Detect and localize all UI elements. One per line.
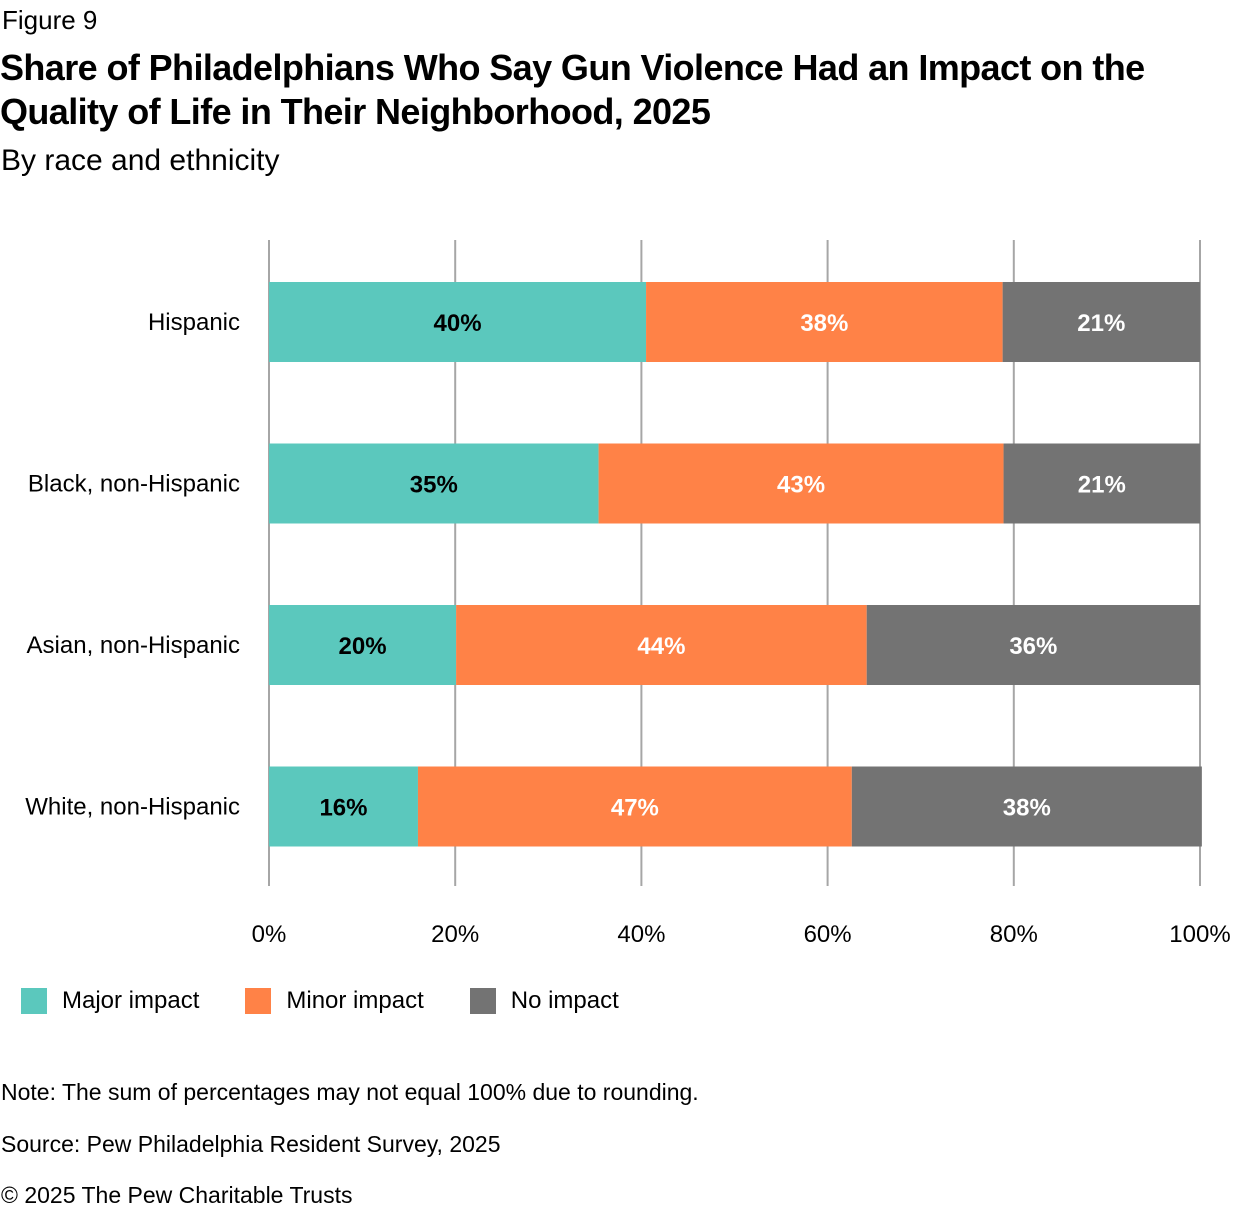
data-label-no-impact-asian-non-hispanic: 36% (1009, 633, 1057, 660)
bar-minor-impact-black-non-hispanic (598, 443, 1004, 524)
legend-swatch-no-impact (469, 988, 496, 1014)
data-label-minor-impact-hispanic: 38% (800, 310, 848, 337)
bar-no-impact-white-non-hispanic (851, 766, 1202, 847)
category-label-black-non-hispanic: Black, non-Hispanic (28, 471, 240, 498)
data-label-major-impact-asian-non-hispanic: 20% (339, 633, 387, 660)
bar-minor-impact-white-non-hispanic (417, 766, 852, 847)
footer-note: Note: The sum of percentages may not equ… (1, 1079, 699, 1105)
x-tick-label: 0% (252, 921, 287, 948)
chart-subtitle: By race and ethnicity (1, 144, 280, 177)
legend-swatch-minor-impact (245, 988, 272, 1014)
footer-copyright: © 2025 The Pew Charitable Trusts (1, 1182, 353, 1208)
category-label-asian-non-hispanic: Asian, non-Hispanic (27, 632, 240, 659)
bar-major-impact-hispanic (269, 282, 647, 362)
legend-label-major-impact: Major impact (62, 987, 200, 1014)
x-tick-label: 60% (804, 921, 852, 948)
bar-major-impact-asian-non-hispanic (269, 605, 457, 685)
category-label-white-non-hispanic: White, non-Hispanic (25, 794, 240, 821)
category-labels: Hispanic Black, non-Hispanic Asian, non-Hi… (25, 309, 240, 821)
x-axis-tick-labels: 0% 20% 40% 60% 80% 100% (252, 921, 1231, 948)
bar-no-impact-black-non-hispanic (1003, 443, 1200, 524)
category-label-hispanic: Hispanic (148, 309, 240, 336)
legend-label-no-impact: No impact (510, 987, 619, 1014)
footer-source: Source: Pew Philadelphia Resident Survey… (1, 1131, 501, 1157)
legend-item-major-impact: Major impact (21, 986, 199, 1016)
data-label-no-impact-white-non-hispanic: 38% (1003, 795, 1051, 822)
x-tick-label: 20% (431, 921, 479, 948)
legend: Major impact Minor impact No impact (21, 985, 619, 1017)
x-tick-label: 100% (1169, 921, 1230, 948)
data-label-minor-impact-black-non-hispanic: 43% (777, 472, 825, 499)
data-label-no-impact-black-non-hispanic: 21% (1078, 472, 1126, 499)
bar-major-impact-black-non-hispanic (269, 443, 599, 524)
data-label-no-impact-hispanic: 21% (1077, 310, 1125, 337)
chart-title: Share of Philadelphians Who Say Gun Viol… (0, 47, 1145, 132)
figure-label: Figure 9 (2, 5, 98, 35)
bar-no-impact-hispanic (1002, 282, 1200, 362)
data-label-major-impact-black-non-hispanic: 35% (410, 472, 458, 499)
data-label-minor-impact-asian-non-hispanic: 44% (637, 633, 685, 660)
legend-item-minor-impact: Minor impact (245, 986, 424, 1016)
data-label-minor-impact-white-non-hispanic: 47% (611, 795, 659, 822)
bar-value-labels: 40% 38% 21% 35% 43% 21% 20% 44% 36% 16% 47% 38% (319, 310, 1125, 822)
x-tick-label: 40% (617, 921, 665, 948)
bars (269, 282, 1202, 847)
bar-minor-impact-asian-non-hispanic (456, 605, 867, 685)
bar-no-impact-asian-non-hispanic (866, 605, 1200, 685)
bar-major-impact-white-non-hispanic (269, 766, 418, 847)
data-label-major-impact-white-non-hispanic: 16% (319, 795, 367, 822)
legend-label-minor-impact: Minor impact (286, 987, 424, 1014)
legend-item-no-impact: No impact (469, 986, 619, 1016)
legend-swatch-major-impact (21, 988, 47, 1014)
data-label-major-impact-hispanic: 40% (434, 310, 482, 337)
bar-minor-impact-hispanic (646, 282, 1003, 362)
x-tick-label: 80% (990, 921, 1038, 948)
